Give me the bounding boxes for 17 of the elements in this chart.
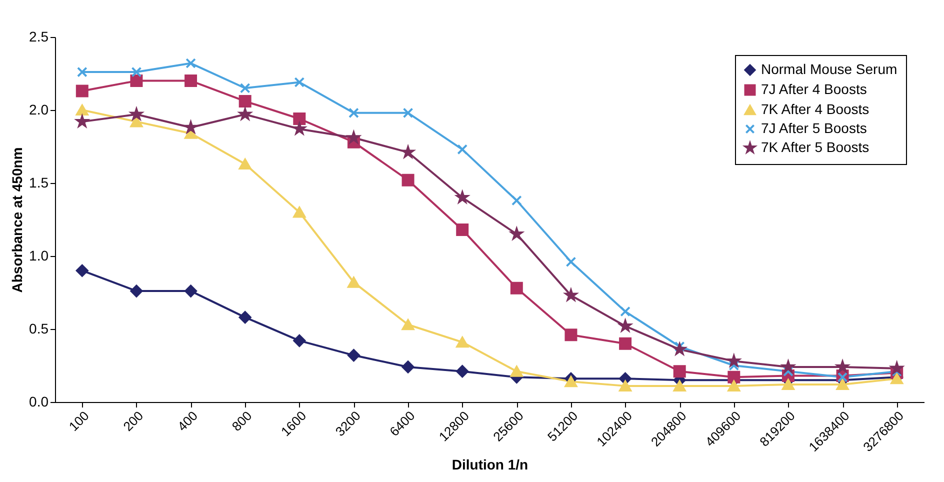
- x-tick-label: 100: [66, 408, 92, 434]
- y-tick-label: 2.0: [29, 102, 49, 118]
- x-axis-title: Dilution 1/n: [452, 456, 528, 472]
- legend-label: 7K After 4 Boosts: [761, 101, 870, 117]
- legend-label: 7J After 5 Boosts: [761, 120, 867, 136]
- legend-label: 7J After 4 Boosts: [761, 81, 867, 97]
- y-tick-label: 1.5: [29, 174, 49, 190]
- y-axis-title: Absorbance at 450nm: [9, 147, 26, 293]
- y-tick-label: 1.0: [29, 248, 49, 264]
- y-tick-label: 2.5: [29, 28, 49, 44]
- y-tick-label: 0.5: [29, 320, 49, 336]
- y-tick-label: 0.0: [29, 394, 49, 410]
- legend-label: 7K After 5 Boosts: [761, 139, 870, 155]
- x-tick-label: 200: [120, 408, 146, 434]
- x-tick-label: 800: [228, 408, 255, 434]
- legend-label: Normal Mouse Serum: [761, 61, 898, 77]
- x-tick-label: 400: [174, 408, 200, 434]
